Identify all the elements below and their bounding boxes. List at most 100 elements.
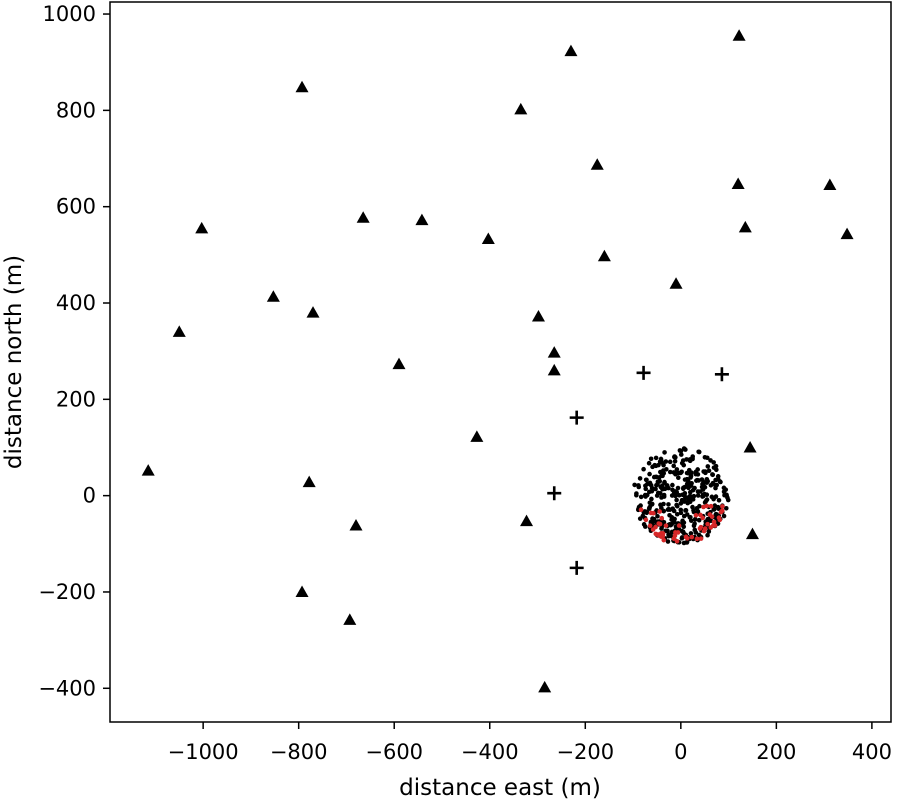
red-dot-point — [717, 517, 723, 523]
dot-point — [673, 493, 678, 499]
dot-point — [662, 486, 668, 492]
dot-point — [644, 477, 649, 483]
dot-point — [680, 529, 686, 534]
dot-point — [661, 492, 667, 498]
dot-point — [634, 491, 639, 496]
dot-point — [667, 512, 672, 518]
dot-point — [723, 505, 729, 511]
triangle-marker — [745, 527, 759, 540]
plus-marker — [714, 367, 729, 382]
dot-point — [677, 448, 683, 453]
dot-point — [655, 479, 661, 484]
y-tick-label: 600 — [56, 195, 96, 219]
red-dot-point — [657, 533, 662, 539]
red-dot-point — [698, 524, 704, 530]
triangle-marker — [738, 220, 752, 233]
triangle-marker — [731, 177, 745, 190]
dot-point — [706, 529, 712, 534]
dot-point — [646, 460, 652, 466]
dot-point — [701, 480, 707, 486]
dot-point — [638, 494, 644, 500]
dot-point — [676, 493, 682, 498]
plus-marker — [569, 560, 584, 575]
dot-point — [681, 540, 687, 546]
dot-point — [666, 533, 671, 539]
dot-point — [637, 516, 643, 521]
dot-point — [662, 450, 667, 455]
dot-point — [653, 486, 658, 492]
dot-point — [689, 480, 694, 486]
dot-point — [685, 500, 690, 506]
y-axis: −400 −200 0 200 400 600 800 1000 — [38, 2, 110, 700]
x-axis: −1000 −800 −600 −400 −200 0 200 400 — [168, 722, 892, 764]
red-dot-point — [675, 530, 681, 535]
triangle-marker — [295, 585, 309, 597]
red-dot-point — [650, 527, 656, 532]
triangle-marker — [538, 680, 552, 693]
dot-point — [716, 497, 722, 503]
x-tick-label: −200 — [556, 740, 614, 764]
dot-point — [667, 459, 673, 465]
dot-point — [681, 499, 687, 504]
red-dot-point — [705, 521, 710, 527]
triangle-marker — [732, 29, 746, 41]
triangle-marker — [470, 430, 484, 442]
triangle-marker — [172, 325, 186, 337]
dot-point — [711, 507, 717, 512]
dot-point — [648, 482, 654, 488]
x-tick-label: −400 — [461, 740, 519, 764]
dot-point — [654, 482, 659, 488]
dot-point — [658, 502, 663, 508]
triangle-marker — [392, 357, 406, 370]
dot-point — [665, 528, 670, 534]
dot-point — [680, 519, 685, 525]
dot-point — [676, 475, 681, 481]
dot-point — [693, 517, 698, 522]
chart-marks — [141, 29, 854, 693]
dot-point — [714, 512, 719, 517]
dot-point — [662, 479, 667, 485]
triangle-marker — [547, 363, 561, 376]
dot-point — [713, 477, 718, 483]
y-tick-label: 800 — [56, 98, 96, 122]
dot-point — [674, 497, 679, 503]
triangle-marker — [531, 309, 545, 322]
plus-marker — [547, 486, 562, 501]
dot-point — [700, 492, 706, 497]
y-tick-label: 0 — [83, 484, 96, 508]
dot-point — [694, 477, 700, 483]
dot-point — [637, 476, 643, 481]
dot-point — [670, 506, 676, 511]
triangle-marker — [295, 80, 309, 93]
dot-point — [647, 471, 652, 477]
dot-point — [660, 473, 665, 479]
red-dot-point — [643, 517, 649, 523]
triangle-marker — [481, 232, 495, 244]
dot-point — [708, 483, 714, 488]
plus-marker — [569, 410, 584, 425]
dot-point — [681, 513, 687, 519]
dot-point — [696, 449, 702, 455]
dot-point — [682, 484, 688, 490]
dot-point — [655, 513, 660, 519]
dot-point — [674, 489, 680, 495]
dot-point — [704, 476, 710, 482]
dot-point — [667, 469, 673, 475]
red-dot-point — [659, 515, 665, 521]
triangle-marker — [590, 158, 604, 170]
red-dot-point — [638, 507, 644, 513]
dot-point — [671, 470, 677, 475]
dot-point — [706, 468, 712, 474]
dot-point — [680, 458, 686, 463]
dot-point — [672, 458, 678, 464]
dot-point — [710, 472, 716, 478]
y-tick-label: 400 — [56, 291, 96, 315]
dot-point — [681, 446, 687, 451]
triangle-marker — [564, 44, 578, 57]
dot-point — [702, 484, 708, 490]
dot-point — [632, 482, 637, 488]
red-dot-point — [656, 521, 661, 526]
dot-point — [687, 458, 693, 464]
triangle-marker — [520, 514, 534, 527]
dot-point — [644, 510, 649, 515]
